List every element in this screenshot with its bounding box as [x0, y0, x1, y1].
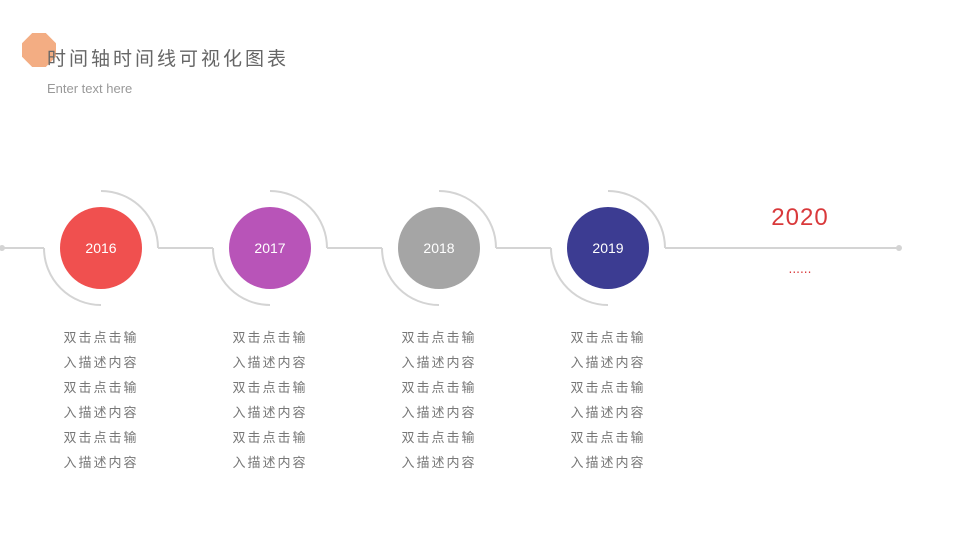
- timeline-arc-bottom: [212, 247, 271, 306]
- title-decoration-octagon: [22, 33, 56, 67]
- timeline-arc-top: [438, 190, 497, 249]
- year-circle-2016: [60, 207, 142, 289]
- page-subtitle: Enter text here: [47, 81, 133, 96]
- description-line: 双击点击输: [570, 331, 646, 346]
- description-line: 入描述内容: [232, 456, 308, 471]
- final-ellipsis: ......: [788, 262, 812, 276]
- final-year: 2020: [771, 204, 829, 231]
- description-line: 入描述内容: [401, 406, 477, 421]
- timeline-arc-bottom: [381, 247, 440, 306]
- description-line: 入描述内容: [401, 356, 477, 371]
- year-label: 2016: [85, 240, 117, 256]
- description-line: 双击点击输: [63, 331, 139, 346]
- description-line: 双击点击输: [401, 381, 477, 396]
- page-title: 时间轴时间线可视化图表: [47, 48, 290, 70]
- description-line: 双击点击输: [401, 431, 477, 446]
- description-line: 入描述内容: [232, 406, 308, 421]
- description-line: 双击点击输: [401, 331, 477, 346]
- description-line: 入描述内容: [401, 456, 477, 471]
- description-line: 双击点击输: [570, 431, 646, 446]
- description-line: 双击点击输: [232, 331, 308, 346]
- year-label: 2017: [254, 240, 286, 256]
- year-description[interactable]: 双击点击输 入描述内容 双击点击输 入描述内容 双击点击输 入描述内容: [210, 326, 330, 476]
- timeline-arc-bottom: [550, 247, 609, 306]
- year-label: 2019: [592, 240, 624, 256]
- timeline-arc-bottom: [43, 247, 102, 306]
- description-line: 入描述内容: [63, 356, 139, 371]
- year-circle-2018: [398, 207, 480, 289]
- description-line: 双击点击输: [63, 431, 139, 446]
- description-line: 双击点击输: [232, 381, 308, 396]
- timeline-arc-top: [269, 190, 328, 249]
- description-line: 入描述内容: [63, 406, 139, 421]
- description-line: 双击点击输: [570, 381, 646, 396]
- timeline-arc-top: [100, 190, 159, 249]
- description-line: 入描述内容: [570, 406, 646, 421]
- year-description[interactable]: 双击点击输 入描述内容 双击点击输 入描述内容 双击点击输 入描述内容: [41, 326, 161, 476]
- year-description[interactable]: 双击点击输 入描述内容 双击点击输 入描述内容 双击点击输 入描述内容: [379, 326, 499, 476]
- timeline-arc-top: [607, 190, 666, 249]
- description-line: 入描述内容: [570, 356, 646, 371]
- year-circle-2019: [567, 207, 649, 289]
- description-line: 入描述内容: [570, 456, 646, 471]
- description-line: 入描述内容: [232, 356, 308, 371]
- year-circle-2017: [229, 207, 311, 289]
- description-line: 入描述内容: [63, 456, 139, 471]
- description-line: 双击点击输: [232, 431, 308, 446]
- year-label: 2018: [423, 240, 455, 256]
- description-line: 双击点击输: [63, 381, 139, 396]
- year-description[interactable]: 双击点击输 入描述内容 双击点击输 入描述内容 双击点击输 入描述内容: [548, 326, 668, 476]
